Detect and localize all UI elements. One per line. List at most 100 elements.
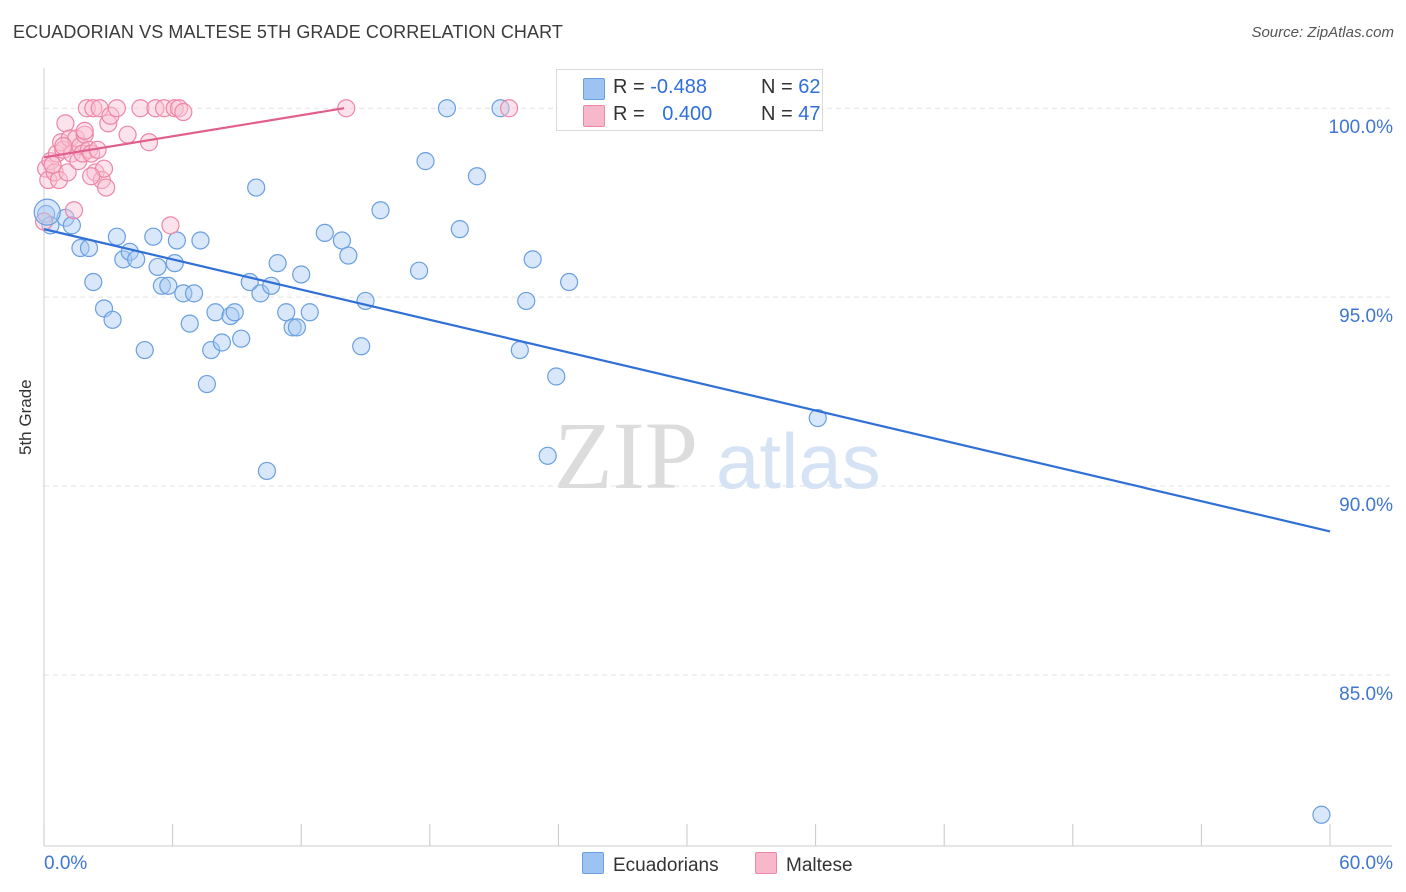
ecuadorian-point [409,261,429,280]
ecuadorian-point [37,204,56,224]
y-tick-label: 95.0% [1339,306,1393,327]
maltese-point [500,99,519,118]
r-value: -0.488 [650,76,707,98]
chart-title: ECUADORIAN VS MALTESE 5TH GRADE CORRELAT… [13,22,563,42]
ecuadorian-point [202,340,221,360]
ecuadorian-point [315,223,334,243]
ecuadorian-point [107,227,126,246]
ecuadorian-point [103,310,122,329]
maltese-point [56,114,75,133]
ecuadorian-point [416,152,435,171]
ecuadorian-point [371,201,390,220]
ecuadorian-point [339,246,358,265]
watermark-zip: ZIP [554,402,698,509]
ecuadorian-point [152,276,171,295]
n-label: N = [761,76,793,98]
ecuadorian-point [251,284,270,303]
legend-swatch-maltese [755,852,777,874]
y-axis-label: 5th Grade [16,379,35,455]
maltese-point [84,99,103,118]
legend-label-maltese: Maltese [786,855,853,876]
ecuadorian-point [174,284,193,303]
ecuadorian-point [33,198,61,226]
maltese-point [161,216,180,235]
maltese-point [77,99,96,118]
ecuadorian-point [148,257,167,277]
ecuadorian-point [262,276,281,295]
ecuadorian-point [180,314,199,333]
ecuadorian-point [232,329,251,348]
ecuadorian-point [437,99,457,118]
ecuadorian-point [197,374,216,394]
maltese-point [64,201,84,220]
ecuadorian-point [62,216,81,235]
ecuadorian-point [523,250,542,269]
maltese-point [174,102,193,122]
data-points [33,99,1331,824]
ecuadorian-point [332,231,352,250]
n-value: 62 [798,76,821,98]
legend-swatch-ecuadorians [582,852,604,874]
maltese-point [107,99,126,118]
trend-lines [43,107,1331,533]
maltese-point [118,125,137,144]
y-tick-label: 90.0% [1339,495,1393,516]
ecuadorian-point [225,303,244,322]
ecuadorian-point [84,272,103,292]
n-value: 47 [798,103,821,125]
ecuadorian-point [268,254,287,273]
bottom-legend-ecuadorians: Ecuadorians [582,852,719,877]
maltese-point [54,136,73,156]
legend-swatch-ecuadorians [583,78,605,100]
maltese-point [58,163,77,182]
maltese-point [97,178,116,197]
ecuadorian-point [167,231,186,250]
legend-label-ecuadorians: Ecuadorians [613,855,719,876]
ecuadorian-point [114,250,133,269]
ecuadorian-point [547,367,566,386]
n-label: N = [761,103,793,125]
maltese-point [131,99,150,118]
ecuadorian-point [191,231,210,250]
grid-lines [44,107,1392,676]
ecuadorian-point [510,340,529,360]
maltese-point [165,99,184,118]
ecuadorian-point [206,303,225,322]
ecuadorian-point [1312,805,1331,824]
maltese-point [99,114,118,133]
r-value: 0.400 [662,103,713,125]
ecuadorian-point [808,408,827,428]
maltese-point [82,167,101,186]
y-tick-label: 85.0% [1339,684,1393,705]
ecuadorian-point [212,333,231,352]
maltese-trend-line [43,107,345,159]
correlation-legend: R = -0.488 N = 62 R = 0.400 N = 47 [556,69,823,131]
ecuadorian-point [257,461,277,481]
ecuadorian-point [165,254,184,273]
x-tick-label-max: 60.0% [1339,853,1393,874]
watermark: ZIP atlas [554,402,881,509]
maltese-point [75,121,94,140]
maltese-point [43,155,62,175]
ecuadorian-point [159,276,178,295]
maltese-point [39,170,58,190]
r-label: R = [613,103,645,125]
y-tick-labels: 85.0% 90.0% 95.0% 100.0% 0.0% 60.0% [44,117,1393,874]
maltese-point [60,129,79,148]
ecuadorian-point [287,318,307,337]
axes [43,68,1392,847]
x-tick-label-min: 0.0% [44,853,87,874]
watermark-atlas: atlas [716,417,881,505]
ecuadorian-point [144,227,163,246]
source-credit: Source: ZipAtlas.com [1251,24,1394,41]
ecuadorian-point [517,291,536,311]
ecuadorian-point [560,272,579,292]
r-label: R = [613,76,645,98]
ecuadorian-point [184,284,204,303]
ecuadorian-point [450,220,469,239]
bottom-legend-maltese: Maltese [755,852,853,877]
legend-swatch-maltese [583,105,605,127]
ecuadorian-point [277,303,296,322]
ecuadorian-point [300,303,319,322]
